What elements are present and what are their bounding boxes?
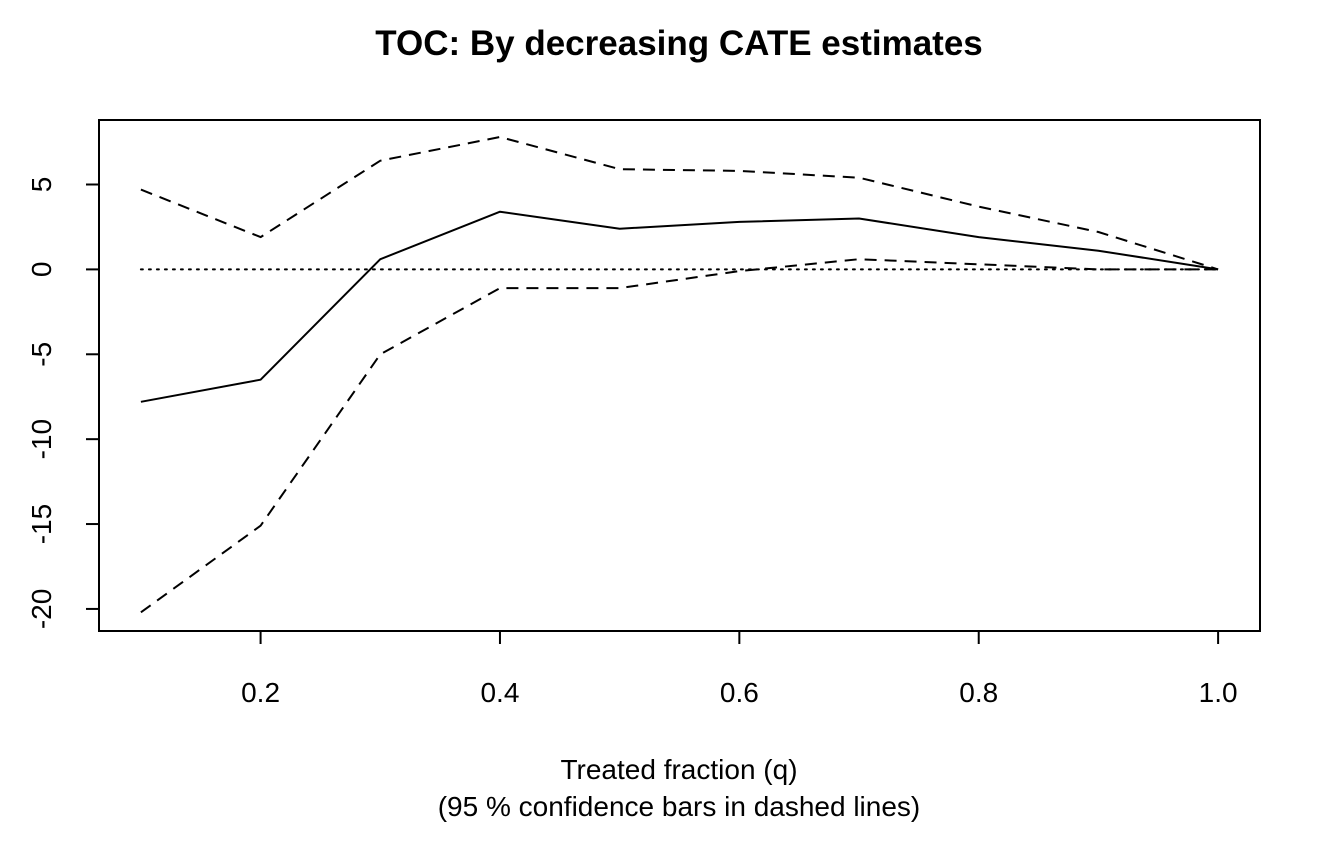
x-tick-label: 0.2: [241, 677, 280, 708]
upper-confidence-line: [140, 136, 1219, 271]
x-axis-label: Treated fraction (q): [560, 754, 797, 785]
lower-confidence-line: [140, 258, 1219, 614]
y-tick-label: -20: [26, 589, 57, 629]
y-tick-label: 0: [26, 262, 57, 278]
x-tick-label: 0.4: [480, 677, 519, 708]
x-tick-label: 1.0: [1199, 677, 1238, 708]
plot-frame: [98, 119, 1261, 632]
y-axis: -20 -15 -10 -5 0 5: [26, 177, 100, 629]
y-tick-label: -15: [26, 504, 57, 544]
y-tick-label: -10: [26, 419, 57, 459]
x-tick-label: 0.8: [959, 677, 998, 708]
x-tick-label: 0.6: [720, 677, 759, 708]
plot-lines: [139, 136, 1220, 614]
y-tick-label: 5: [26, 177, 57, 193]
x-axis-sublabel: (95 % confidence bars in dashed lines): [438, 791, 921, 822]
y-tick-label: -5: [26, 342, 57, 367]
x-axis: 0.2 0.4 0.6 0.8 1.0: [241, 630, 1238, 708]
chart-title: TOC: By decreasing CATE estimates: [375, 24, 983, 63]
estimate-line: [140, 210, 1219, 403]
